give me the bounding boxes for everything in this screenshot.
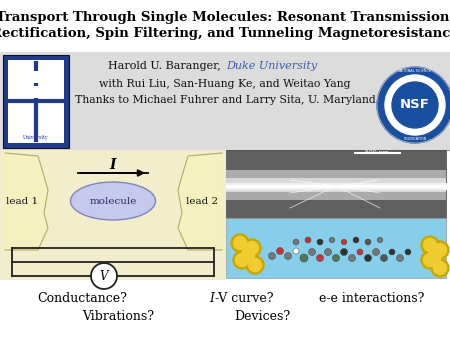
Circle shape (276, 247, 284, 255)
Circle shape (284, 252, 292, 260)
Text: Harold U. Baranger,: Harold U. Baranger, (108, 61, 224, 71)
Circle shape (423, 254, 436, 266)
Text: Thanks to Michael Fuhrer and Larry Sita, U. Maryland: Thanks to Michael Fuhrer and Larry Sita,… (75, 95, 375, 105)
Circle shape (293, 239, 299, 245)
Circle shape (389, 249, 395, 255)
Circle shape (246, 241, 258, 255)
Circle shape (348, 255, 356, 262)
Circle shape (405, 249, 411, 255)
Text: -V curve?: -V curve? (215, 291, 274, 305)
Circle shape (385, 75, 445, 135)
Text: University: University (23, 136, 49, 141)
Circle shape (305, 237, 311, 243)
Bar (3, 55, 69, 148)
Text: NSF: NSF (400, 98, 430, 112)
Circle shape (396, 255, 404, 262)
Circle shape (341, 248, 347, 256)
Circle shape (324, 248, 332, 256)
Circle shape (431, 241, 449, 259)
Text: Duke University: Duke University (226, 61, 317, 71)
Text: FOUNDATION: FOUNDATION (403, 137, 427, 141)
Circle shape (381, 255, 387, 262)
Text: lead 2: lead 2 (186, 196, 218, 206)
Circle shape (300, 254, 308, 262)
Bar (0, 52, 450, 150)
Bar (226, 178, 446, 192)
Circle shape (341, 239, 347, 245)
Circle shape (246, 256, 264, 274)
Circle shape (239, 246, 257, 264)
Text: lead 1: lead 1 (6, 196, 38, 206)
Text: molecule: molecule (89, 196, 137, 206)
Circle shape (357, 249, 363, 255)
Circle shape (421, 236, 439, 254)
Text: with Rui Liu, San-Huang Ke, and Weitao Yang: with Rui Liu, San-Huang Ke, and Weitao Y… (99, 79, 351, 89)
Circle shape (233, 251, 251, 269)
Circle shape (421, 251, 439, 269)
Text: Devices?: Devices? (234, 310, 290, 322)
Circle shape (316, 255, 324, 262)
Circle shape (234, 237, 247, 249)
Circle shape (248, 259, 261, 271)
Circle shape (392, 82, 438, 128)
Circle shape (231, 234, 249, 252)
Bar (226, 218, 446, 278)
Text: Rectification, Spin Filtering, and Tunneling Magnetoresistance: Rectification, Spin Filtering, and Tunne… (0, 26, 450, 40)
Circle shape (365, 239, 371, 245)
Text: Transport Through Single Molecules: Resonant Transmission,: Transport Through Single Molecules: Reso… (0, 11, 450, 24)
Polygon shape (5, 153, 48, 250)
Bar (13, 71, 26, 83)
Circle shape (243, 239, 261, 257)
Circle shape (317, 239, 323, 245)
Ellipse shape (71, 182, 156, 220)
Bar (8, 60, 64, 143)
Circle shape (433, 243, 446, 257)
Text: 500 nm: 500 nm (365, 150, 389, 155)
Circle shape (377, 237, 383, 243)
Circle shape (242, 248, 255, 262)
Circle shape (426, 247, 444, 265)
Text: Conductance?: Conductance? (37, 291, 127, 305)
Text: I: I (110, 158, 116, 172)
Polygon shape (178, 153, 222, 250)
Circle shape (329, 237, 335, 243)
Circle shape (91, 263, 117, 289)
Bar (30, 86, 43, 98)
Circle shape (423, 239, 436, 251)
Circle shape (333, 255, 339, 262)
Bar (12, 248, 214, 262)
Text: Vibrations?: Vibrations? (82, 310, 154, 322)
Bar (226, 170, 446, 200)
Text: I: I (209, 291, 214, 305)
Circle shape (235, 254, 248, 266)
Text: NATIONAL·SCIENCE: NATIONAL·SCIENCE (398, 69, 432, 73)
Circle shape (364, 255, 372, 262)
Circle shape (353, 237, 359, 243)
Text: V: V (100, 269, 108, 283)
Bar (0, 150, 226, 280)
Circle shape (293, 248, 299, 254)
Bar (13, 86, 26, 98)
Circle shape (428, 249, 441, 263)
Bar (30, 71, 43, 83)
Circle shape (373, 248, 379, 256)
Circle shape (377, 67, 450, 143)
Circle shape (269, 252, 275, 260)
Circle shape (433, 262, 446, 274)
Circle shape (309, 248, 315, 256)
Text: e-e interactions?: e-e interactions? (320, 291, 425, 305)
Circle shape (431, 259, 449, 277)
Bar (226, 150, 446, 218)
